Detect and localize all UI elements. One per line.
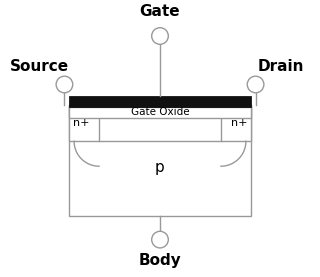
Text: Gate Oxide: Gate Oxide	[131, 107, 189, 117]
Bar	[221, 105, 252, 141]
Circle shape	[247, 76, 264, 93]
Circle shape	[152, 28, 168, 44]
Circle shape	[56, 76, 73, 93]
Text: Gate: Gate	[140, 4, 180, 19]
Text: n+: n+	[231, 118, 247, 128]
Text: Drain: Drain	[257, 59, 304, 74]
Bar	[68, 105, 99, 141]
Circle shape	[152, 231, 168, 248]
Text: Source: Source	[10, 59, 69, 74]
Text: p: p	[155, 160, 165, 175]
Bar	[68, 96, 252, 107]
Bar	[68, 107, 252, 118]
Text: Body: Body	[139, 253, 181, 268]
Bar	[68, 105, 252, 216]
Text: n+: n+	[73, 118, 89, 128]
